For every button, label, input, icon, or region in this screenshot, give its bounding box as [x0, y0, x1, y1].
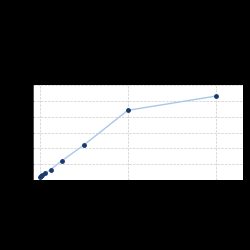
Point: [48, 168, 52, 172]
Point: [40, 173, 44, 177]
Point: [60, 159, 64, 163]
Point: [214, 94, 218, 98]
Point: [39, 174, 43, 178]
Point: [126, 108, 130, 112]
X-axis label: Human VAV2
Concentration (ng/ml): Human VAV2 Concentration (ng/ml): [99, 192, 176, 205]
Y-axis label: OD: OD: [10, 127, 16, 138]
Point: [82, 143, 86, 147]
Point: [43, 171, 47, 175]
Point: [38, 175, 42, 179]
